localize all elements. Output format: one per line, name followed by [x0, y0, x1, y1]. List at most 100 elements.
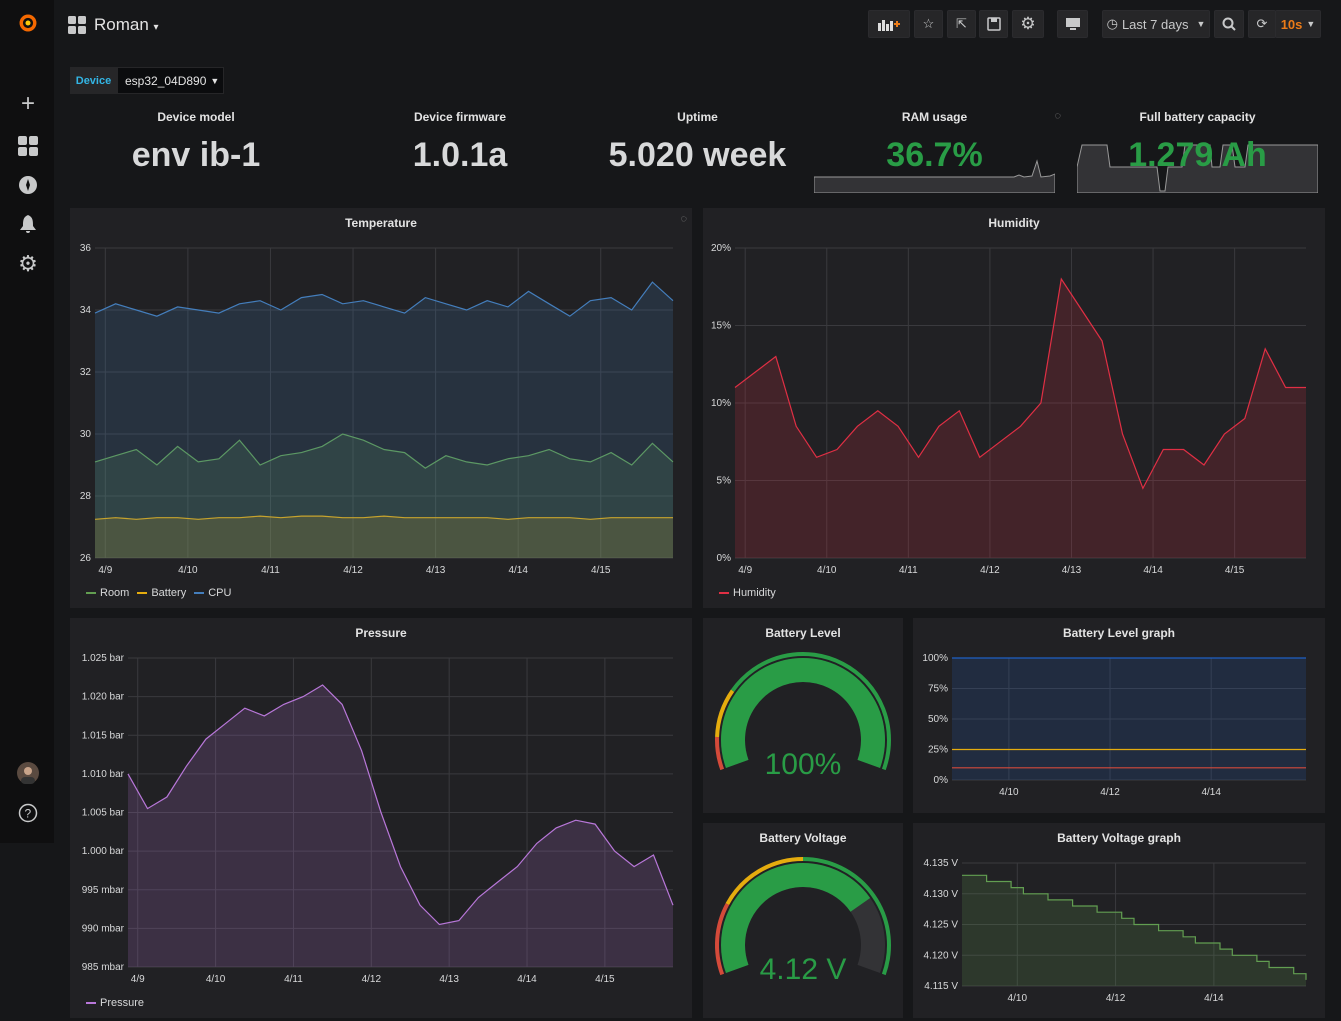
- refresh-interval-label: 10s: [1280, 16, 1303, 32]
- panel-title[interactable]: Battery Voltage: [759, 831, 847, 845]
- y-tick-label: 50%: [928, 714, 948, 725]
- zoom-out-icon: [1222, 17, 1236, 31]
- series-line-humidity: [734, 277, 1306, 490]
- legend-swatch: [719, 592, 729, 595]
- y-tick-label: 32: [80, 367, 92, 378]
- x-tick-label: 4/13: [439, 974, 459, 985]
- legend-item-battery[interactable]: Battery: [137, 587, 186, 599]
- panel-battery-level-graph: Battery Level graph 0% 25% 50% 75% 100% 4/10 4…: [913, 618, 1325, 813]
- legend-label: Humidity: [733, 587, 776, 599]
- series-area-room: [95, 434, 673, 558]
- battery-level-chart[interactable]: 0% 25% 50% 75% 100% 4/10 4/12 4/14: [913, 618, 1325, 813]
- avatar[interactable]: [17, 762, 39, 784]
- save-button[interactable]: [979, 10, 1008, 38]
- y-tick-label: 990 mbar: [82, 923, 125, 934]
- humidity-chart[interactable]: 0% 5% 10% 15% 20% 4/9 4/10 4/11 4/12 4/13 4/14 4/15: [703, 208, 1325, 608]
- variable-label: Device: [70, 67, 117, 94]
- dashboards-grid-icon[interactable]: [17, 135, 39, 157]
- panel-title[interactable]: Humidity: [988, 216, 1040, 230]
- y-tick-label: 1.000 bar: [82, 846, 125, 857]
- gear-icon[interactable]: ⚙: [18, 251, 38, 276]
- x-tick-label: 4/14: [508, 565, 528, 576]
- x-tick-label: 4/12: [1100, 787, 1120, 798]
- panel-title[interactable]: Battery Level: [765, 626, 841, 640]
- zoom-out-button[interactable]: [1214, 10, 1244, 38]
- legend: Room Battery CPU: [86, 587, 231, 599]
- panel-title[interactable]: Battery Voltage graph: [1057, 831, 1181, 845]
- pressure-chart[interactable]: 985 mbar 990 mbar 995 mbar 1.000 bar 1.005 b…: [70, 618, 692, 1018]
- panel-humidity: Humidity 0% 5% 10% 15% 20% 4/9 4/10 4/11 4/12 4/1…: [703, 208, 1325, 608]
- y-tick-label: 20%: [711, 243, 731, 254]
- legend: Humidity: [719, 587, 776, 599]
- star-icon: ☆: [922, 16, 935, 31]
- gauge-threshold-band: [715, 903, 730, 976]
- compass-icon[interactable]: [17, 174, 39, 196]
- panel-title[interactable]: Battery Level graph: [1062, 626, 1176, 640]
- x-tick-label: 4/12: [343, 565, 363, 576]
- gauge-fill: [721, 863, 871, 974]
- share-button[interactable]: ⇱: [947, 10, 976, 38]
- grafana-logo-icon[interactable]: [17, 12, 39, 34]
- x-tick-label: 4/10: [999, 787, 1019, 798]
- y-tick-label: 100%: [922, 653, 948, 664]
- gauge-threshold-band: [725, 857, 804, 906]
- legend-item-humidity[interactable]: Humidity: [719, 587, 776, 599]
- x-tick-label: 4/12: [1106, 993, 1126, 1004]
- help-icon[interactable]: ?: [17, 802, 39, 824]
- time-range-picker[interactable]: ◷ Last 7 days ▼: [1102, 10, 1210, 38]
- x-tick-label: 4/15: [595, 974, 615, 985]
- loading-spinner-icon: ◌: [680, 213, 687, 225]
- caret-down-icon: ▼: [1196, 19, 1206, 29]
- stat-value: 1.279 Ah: [1128, 136, 1267, 174]
- panel-battery-level: Battery Level 100%: [703, 618, 903, 813]
- add-panel-button[interactable]: [868, 10, 910, 38]
- y-tick-label: 36: [80, 243, 92, 254]
- gauge-threshold-band: [715, 689, 735, 738]
- share-icon: ⇱: [956, 16, 967, 31]
- x-tick-label: 4/11: [261, 565, 280, 576]
- settings-button[interactable]: ⚙: [1012, 10, 1044, 38]
- clock-icon: ◷: [1106, 16, 1118, 31]
- plus-icon[interactable]: +: [20, 90, 35, 117]
- y-tick-label: 4.115 V: [924, 981, 958, 992]
- stat-title: Device firmware: [413, 110, 507, 124]
- caret-down-icon: ▼: [210, 75, 220, 86]
- series-line-pressure: [127, 684, 674, 926]
- y-tick-label: 1.020 bar: [82, 692, 125, 703]
- x-tick-label: 4/11: [899, 565, 918, 576]
- legend-item-cpu[interactable]: CPU: [194, 587, 231, 599]
- stat-device-firmware: Device firmware 1.0.1a: [335, 100, 585, 200]
- svg-text:?: ?: [25, 807, 32, 821]
- series-line-cpu: [94, 281, 674, 317]
- legend-swatch: [194, 592, 205, 595]
- device-variable-select[interactable]: esp32_04D890 ▼: [117, 67, 224, 94]
- x-tick-label: 4/10: [206, 974, 226, 985]
- y-tick-label: 75%: [928, 684, 948, 695]
- panel-title[interactable]: Temperature: [345, 216, 417, 230]
- star-button[interactable]: ☆: [914, 10, 943, 38]
- battery-voltage-chart[interactable]: 4.115 V 4.120 V 4.125 V 4.130 V 4.135 V 4/10 4…: [913, 823, 1325, 1018]
- tv-mode-button[interactable]: [1057, 10, 1088, 38]
- stat-value: 5.020 week: [608, 136, 787, 174]
- legend-item-pressure[interactable]: Pressure: [86, 997, 144, 1009]
- panel-battery-voltage: Battery Voltage 4.12 V: [703, 823, 903, 1018]
- legend-item-room[interactable]: Room: [86, 587, 129, 599]
- temperature-chart[interactable]: 26 28 30 32 34 36 4/9 4/10 4/11 4/12 4/13 4/14 4/15: [70, 208, 692, 608]
- refresh-interval-picker[interactable]: 10s ▼: [1275, 10, 1321, 38]
- bell-icon[interactable]: [17, 213, 39, 235]
- add-panel-icon: [878, 20, 900, 31]
- stat-full-battery-capacity: Full battery capacity 1.279 Ah: [1077, 100, 1318, 200]
- stat-title: Uptime: [677, 110, 718, 124]
- y-tick-label: 4.130 V: [924, 889, 959, 900]
- x-tick-label: 4/13: [426, 565, 446, 576]
- dashboard-title-picker[interactable]: Roman ▾: [94, 15, 159, 35]
- tv-mode-icon: [1065, 18, 1080, 30]
- y-tick-label: 25%: [928, 745, 948, 756]
- x-tick-label: 4/9: [738, 565, 752, 576]
- gauge-value: 4.12 V: [759, 953, 847, 986]
- x-tick-label: 4/13: [1062, 565, 1082, 576]
- y-tick-label: 1.015 bar: [82, 730, 125, 741]
- panel-title[interactable]: Pressure: [355, 626, 407, 640]
- refresh-button[interactable]: ⟳: [1248, 10, 1276, 38]
- time-range-label: Last 7 days: [1121, 16, 1189, 32]
